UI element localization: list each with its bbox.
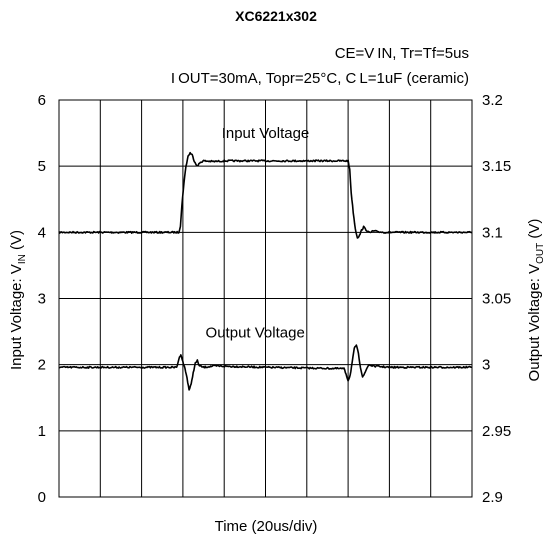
- left-axis-label: Input Voltage: VIN (V): [8, 230, 28, 370]
- test-conditions-line-1: CE=V IN, Tr=Tf=5us: [335, 45, 469, 62]
- right-tick-label: 2.95: [482, 423, 511, 440]
- series-annotation: Output Voltage: [206, 324, 305, 341]
- series-line: [58, 151, 473, 239]
- series-annotations: Input Voltage Output Voltage: [206, 125, 310, 341]
- left-tick-label: 5: [38, 158, 46, 175]
- right-tick-label: 3.05: [482, 291, 511, 308]
- left-tick-label: 2: [38, 357, 46, 374]
- left-tick-label: 1: [38, 423, 46, 440]
- series-lines: [58, 151, 473, 391]
- left-tick-label: 4: [38, 224, 46, 241]
- grid-lines: [59, 100, 472, 497]
- right-tick-label: 3: [482, 357, 490, 374]
- left-tick-label: 6: [38, 92, 46, 109]
- left-tick-label: 3: [38, 291, 46, 308]
- chart-title: XC6221x302: [235, 8, 317, 24]
- right-axis-label: Output Voltage: VOUT (V): [526, 219, 546, 382]
- left-axis-tick-labels: 0 1 2 3 4 5 6: [38, 92, 46, 506]
- left-tick-label: 0: [38, 489, 46, 506]
- right-tick-label: 2.9: [482, 489, 503, 506]
- series-line: [58, 344, 473, 391]
- series-annotation: Input Voltage: [222, 125, 310, 142]
- right-tick-label: 3.1: [482, 224, 503, 241]
- test-conditions-line-2: I OUT=30mA, Topr=25°C, C L=1uF (ceramic): [171, 70, 469, 87]
- x-axis-label: Time (20us/div): [215, 518, 318, 535]
- right-tick-label: 3.2: [482, 92, 503, 109]
- right-axis-tick-labels: 2.9 2.95 3 3.05 3.1 3.15 3.2: [482, 92, 511, 506]
- right-tick-label: 3.15: [482, 158, 511, 175]
